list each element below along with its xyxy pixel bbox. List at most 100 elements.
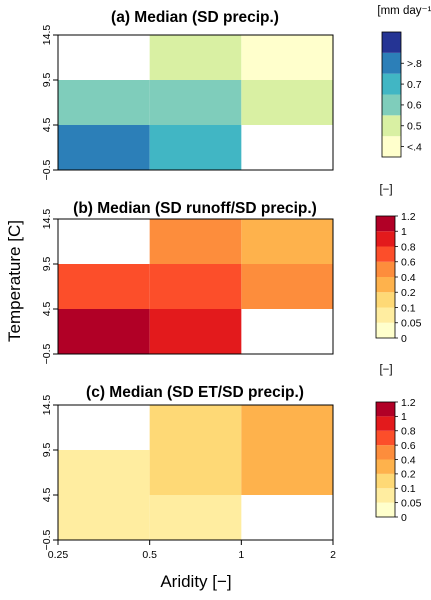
y-tick-label-a-2: 9.5 xyxy=(41,73,53,88)
heatmap-cell-b-2 xyxy=(58,264,150,309)
legend-label-c-7: 1 xyxy=(401,411,407,423)
legend-label-b-8: 1.2 xyxy=(401,211,416,223)
legend-swatch-b-1 xyxy=(376,307,395,323)
y-tick-label-b-3: 14.5 xyxy=(41,209,53,230)
heatmap-cell-b-3 xyxy=(149,264,242,309)
heatmap-cell-a-4 xyxy=(241,80,333,125)
heatmap-cell-b-4 xyxy=(241,264,333,309)
plot-frame-c xyxy=(57,404,334,541)
legend-unit-c: [−] xyxy=(379,364,392,376)
heatmap-cell-b-6 xyxy=(241,219,333,264)
legend-swatch-b-7 xyxy=(376,216,395,232)
legend-label-c-5: 0.6 xyxy=(401,440,416,452)
legend-label-b-6: 0.8 xyxy=(401,241,416,253)
legend-swatch-c-5 xyxy=(376,430,395,446)
heatmap-cell-c-5 xyxy=(149,405,242,450)
heatmap-cell-c-4 xyxy=(241,450,333,495)
legend-label-a-3: 0.7 xyxy=(407,79,422,91)
y-tick-label-a-1: 4.5 xyxy=(41,118,53,133)
y-tick-label-a-3: 14.5 xyxy=(41,25,53,46)
legend-swatch-a-2 xyxy=(382,94,401,116)
figure-y-axis-label: Temperature [C] xyxy=(5,220,24,342)
legend-label-c-8: 1.2 xyxy=(401,397,416,409)
legend-label-b-1: 0.05 xyxy=(401,318,422,330)
legend-unit-b: [−] xyxy=(379,184,392,196)
panel-c: (c) Median (SD ET/SD precip.) −0.5 4.5 9.5 1… xyxy=(41,364,422,561)
legend-label-b-2: 0.1 xyxy=(401,302,416,314)
legend-swatch-b-6 xyxy=(376,231,395,247)
legend-label-c-2: 0.1 xyxy=(401,483,416,495)
legend-label-a-0: <.4 xyxy=(407,141,422,153)
legend-label-c-1: 0.05 xyxy=(401,497,422,509)
legend-label-c-0: 0 xyxy=(401,512,407,524)
legend-frame-a xyxy=(381,31,402,158)
legend-label-a-4: >.8 xyxy=(407,58,422,70)
heatmap-cell-a-3 xyxy=(149,80,242,125)
heatmap-cell-c-1 xyxy=(149,495,242,540)
panel-title-c: (c) Median (SD ET/SD precip.) xyxy=(86,384,304,401)
x-tick-label-c-3: 2 xyxy=(330,549,336,561)
legend-label-b-4: 0.4 xyxy=(401,272,416,284)
plot-frame-a xyxy=(57,34,334,171)
legend-label-c-3: 0.2 xyxy=(401,469,416,481)
legend-swatch-a-0 xyxy=(382,136,401,157)
heatmap-cell-a-6 xyxy=(241,35,333,80)
y-tick-label-b-1: 4.5 xyxy=(41,302,53,317)
legend-unit-a: [mm day⁻¹] xyxy=(377,5,431,17)
y-tick-label-b-0: −0.5 xyxy=(41,343,53,364)
legend-swatch-a-5 xyxy=(382,32,401,53)
legend-swatch-b-4 xyxy=(376,261,395,277)
legend-swatch-c-7 xyxy=(376,402,395,417)
legend-swatch-a-4 xyxy=(382,52,401,74)
legend-a: <.4 0.5 0.6 0.7 >.8 [mm day⁻¹] xyxy=(377,5,431,158)
figure-x-axis-label: Aridity [−] xyxy=(160,572,231,591)
panel-title-a: (a) Median (SD precip.) xyxy=(111,9,279,26)
legend-swatch-c-3 xyxy=(376,459,395,474)
heatmap-cell-b-0 xyxy=(58,309,150,354)
y-tick-label-a-0: −0.5 xyxy=(41,159,53,180)
panel-b: (b) Median (SD runoff/SD precip.) −0.5 4.5… xyxy=(41,184,422,364)
x-tick-label-c-1: 0.5 xyxy=(142,549,157,561)
legend-label-a-1: 0.5 xyxy=(407,121,422,133)
legend-swatch-c-1 xyxy=(376,488,395,503)
heatmap-cell-c-0 xyxy=(58,495,150,540)
heatmap-cell-a-5 xyxy=(149,35,242,80)
legend-swatch-c-0 xyxy=(376,502,395,517)
heatmap-cell-a-2 xyxy=(58,80,150,125)
heatmap-cell-b-5 xyxy=(149,219,242,264)
legend-c: 0 0.05 0.1 0.2 0.4 0.6 0.8 1 1.2 [−] xyxy=(375,364,422,524)
y-tick-label-b-2: 9.5 xyxy=(41,257,53,272)
legend-swatch-b-3 xyxy=(376,277,395,293)
heatmap-cell-a-1 xyxy=(149,125,242,170)
heatmap-cell-c-6 xyxy=(241,405,333,450)
panel-title-b: (b) Median (SD runoff/SD precip.) xyxy=(73,200,317,217)
legend-swatch-b-2 xyxy=(376,292,395,308)
y-tick-label-c-0: −0.5 xyxy=(41,529,53,550)
heatmap-cell-b-1 xyxy=(149,309,242,354)
x-tick-label-c-0: 0.25 xyxy=(48,549,69,561)
legend-swatch-a-3 xyxy=(382,73,401,95)
legend-swatch-c-6 xyxy=(376,416,395,431)
legend-label-b-5: 0.6 xyxy=(401,257,416,269)
legend-label-c-6: 0.8 xyxy=(401,426,416,438)
legend-swatch-c-4 xyxy=(376,445,395,460)
legend-swatch-c-2 xyxy=(376,473,395,489)
legend-swatch-b-5 xyxy=(376,246,395,262)
heatmap-cell-a-0 xyxy=(58,125,150,170)
legend-label-c-4: 0.4 xyxy=(401,454,416,466)
panel-a: (a) Median (SD precip.) −0.5 4.5 9.5 14.5 <.4… xyxy=(41,5,431,180)
legend-label-b-7: 1 xyxy=(401,226,407,238)
y-tick-label-c-3: 14.5 xyxy=(41,395,53,416)
legend-label-a-2: 0.6 xyxy=(407,100,422,112)
legend-label-b-3: 0.2 xyxy=(401,287,416,299)
heatmap-cell-c-2 xyxy=(58,450,150,495)
plot-frame-b xyxy=(57,218,334,355)
legend-swatch-a-1 xyxy=(382,115,401,137)
legend-b: 0 0.05 0.1 0.2 0.4 0.6 0.8 1 1.2 [−] xyxy=(375,184,422,345)
heatmap-cell-c-3 xyxy=(149,450,242,495)
x-tick-label-c-2: 1 xyxy=(238,549,244,561)
legend-swatch-b-0 xyxy=(376,322,395,338)
legend-label-b-0: 0 xyxy=(401,333,407,345)
y-tick-label-c-1: 4.5 xyxy=(41,488,53,503)
